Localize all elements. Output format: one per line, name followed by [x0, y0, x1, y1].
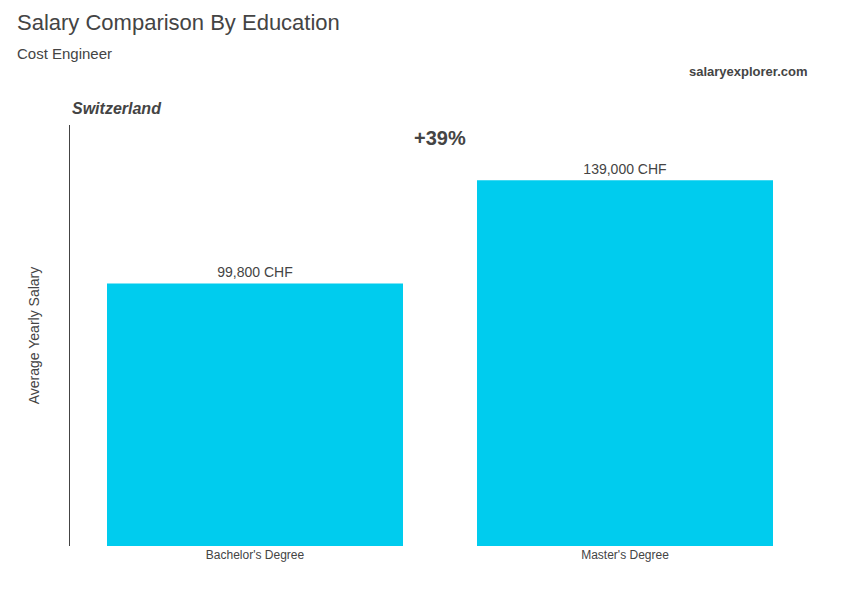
- svg-text:Average Yearly Salary: Average Yearly Salary: [26, 267, 42, 405]
- svg-text:+39%: +39%: [414, 127, 466, 149]
- svg-text:salaryexplorer.com: salaryexplorer.com: [689, 64, 808, 79]
- svg-text:139,000 CHF: 139,000 CHF: [583, 161, 666, 177]
- svg-text:Switzerland: Switzerland: [72, 100, 162, 117]
- svg-text:99,800 CHF: 99,800 CHF: [217, 264, 292, 280]
- svg-text:Salary Comparison By Education: Salary Comparison By EducationCost Engin…: [17, 10, 340, 62]
- svg-text:Master's Degree: Master's Degree: [581, 548, 669, 562]
- svg-text:Bachelor's Degree: Bachelor's Degree: [206, 548, 305, 562]
